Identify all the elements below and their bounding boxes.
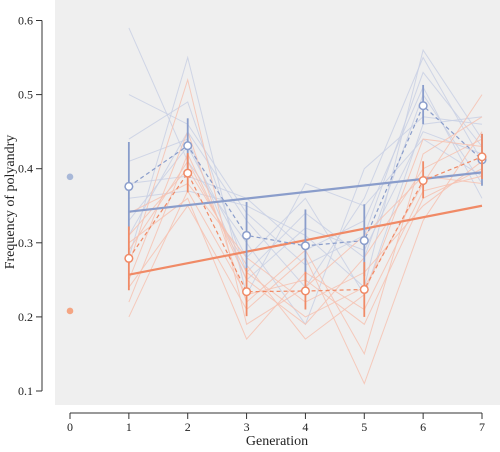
y-tick-label: 0.4 [18,162,33,176]
x-tick-label: 4 [302,420,308,434]
x-tick-label: 1 [126,420,132,434]
x-tick-label: 5 [361,420,367,434]
mean-point [183,168,193,178]
mean-point [300,241,310,251]
mean-point [359,236,369,246]
mean-point [242,230,252,240]
mean-point [242,287,252,297]
x-tick-label: 7 [479,420,485,434]
mean-series [66,84,487,317]
mean-point [359,284,369,295]
start-point [66,307,74,315]
x-tick-label: 0 [67,420,73,434]
mean-point [418,176,428,186]
start-point [66,173,74,181]
mean-point [477,152,487,162]
y-tick-label: 0.5 [18,88,33,102]
y-tick-label: 0.3 [18,236,33,250]
mean-point [124,181,134,192]
x-tick-label: 2 [185,420,191,434]
mean-point [300,286,310,296]
y-tick-label: 0.2 [18,310,33,324]
x-tick-label: 3 [244,420,250,434]
mean-point [183,141,193,151]
x-tick-label: 6 [420,420,426,434]
plot-panel [55,0,500,405]
mean-point [418,101,428,111]
y-tick-label: 0.6 [18,14,33,28]
x-axis-label: Generation [246,434,308,449]
y-tick-label: 0.1 [18,384,33,398]
mean-point [124,253,134,263]
axes: 0.1 0.2 0.3 0.4 0.5 0.6 0 1 2 3 4 5 6 7 [18,14,485,435]
y-axis-label: Frequency of polyandry [3,135,18,270]
